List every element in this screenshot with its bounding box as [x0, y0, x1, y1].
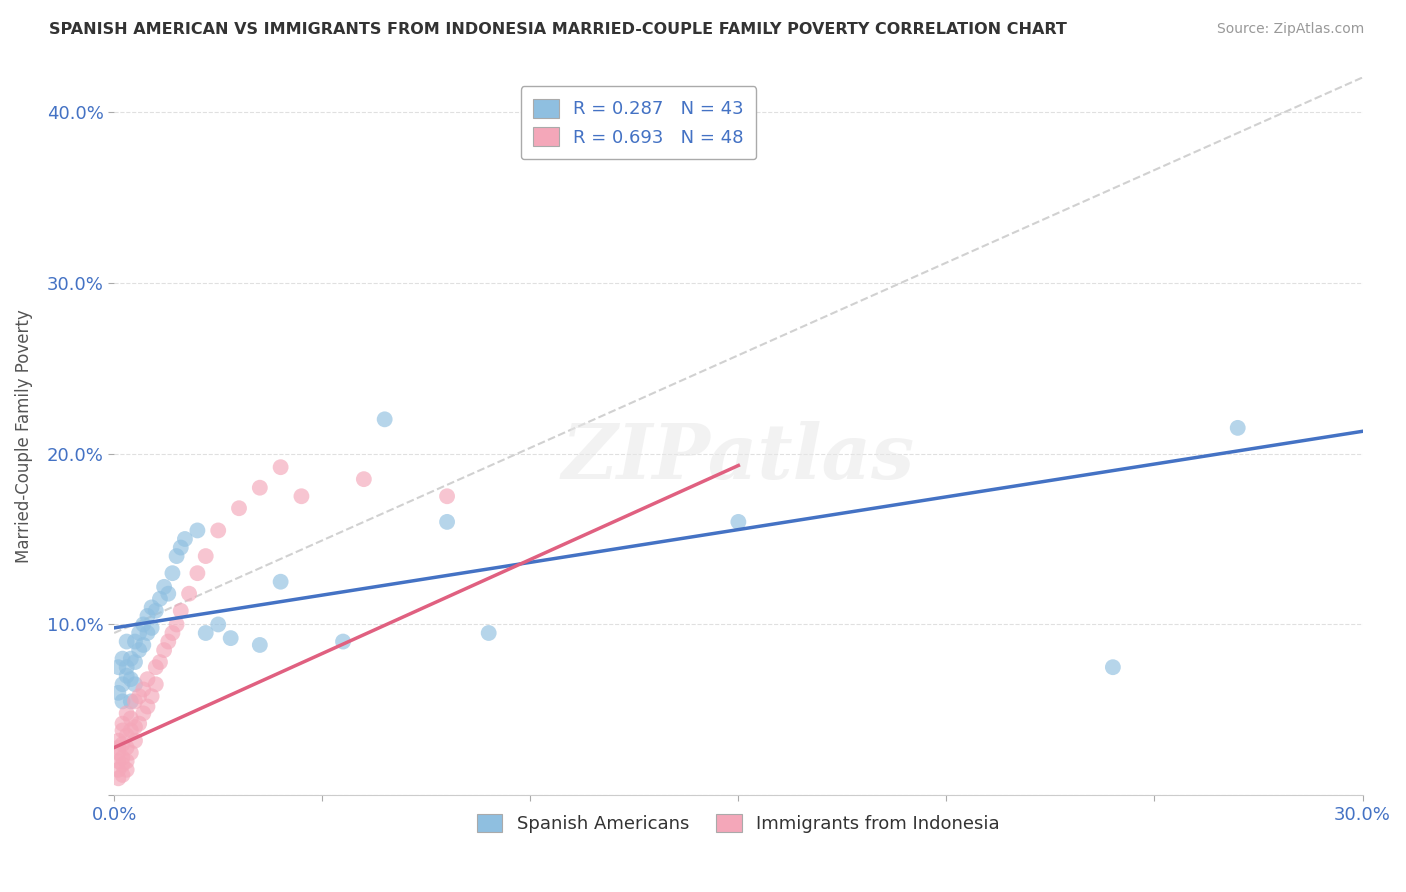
Point [353, 472, 375, 486]
Point [219, 631, 242, 645]
Point [107, 733, 129, 747]
Point [170, 604, 193, 618]
Point [124, 733, 146, 747]
Point [124, 720, 146, 734]
Point [107, 660, 129, 674]
Point [136, 626, 159, 640]
Point [136, 608, 159, 623]
Y-axis label: Married-Couple Family Poverty: Married-Couple Family Poverty [15, 310, 32, 563]
Point [107, 740, 129, 755]
Point [107, 763, 129, 777]
Point [120, 694, 142, 708]
Point [228, 501, 250, 516]
Point [124, 694, 146, 708]
Point [332, 634, 354, 648]
Point [120, 711, 142, 725]
Point [111, 737, 134, 751]
Point [115, 763, 138, 777]
Point [153, 580, 176, 594]
Point [115, 660, 138, 674]
Point [1226, 421, 1249, 435]
Point [207, 617, 229, 632]
Point [115, 706, 138, 721]
Point [186, 566, 208, 581]
Point [107, 754, 129, 768]
Point [141, 621, 163, 635]
Point [111, 716, 134, 731]
Point [107, 686, 129, 700]
Point [145, 677, 167, 691]
Point [177, 587, 200, 601]
Point [128, 690, 150, 704]
Point [157, 634, 180, 648]
Point [270, 460, 292, 475]
Point [436, 489, 458, 503]
Point [1102, 660, 1125, 674]
Point [132, 638, 155, 652]
Text: ZIPatlas: ZIPatlas [562, 421, 915, 495]
Point [111, 694, 134, 708]
Point [270, 574, 292, 589]
Point [115, 634, 138, 648]
Point [162, 626, 184, 640]
Point [186, 524, 208, 538]
Point [170, 541, 193, 555]
Point [115, 740, 138, 755]
Point [120, 672, 142, 686]
Point [478, 626, 501, 640]
Point [120, 723, 142, 738]
Point [149, 591, 172, 606]
Point [111, 677, 134, 691]
Point [132, 682, 155, 697]
Point [111, 723, 134, 738]
Point [115, 729, 138, 743]
Point [290, 489, 312, 503]
Point [436, 515, 458, 529]
Point [727, 515, 749, 529]
Point [120, 746, 142, 760]
Point [149, 655, 172, 669]
Point [128, 716, 150, 731]
Point [111, 757, 134, 772]
Point [174, 532, 197, 546]
Point [153, 643, 176, 657]
Point [207, 524, 229, 538]
Point [145, 604, 167, 618]
Point [111, 768, 134, 782]
Point [249, 638, 271, 652]
Point [107, 772, 129, 786]
Point [141, 600, 163, 615]
Point [115, 754, 138, 768]
Point [157, 587, 180, 601]
Point [132, 617, 155, 632]
Point [111, 751, 134, 765]
Point [132, 706, 155, 721]
Point [145, 660, 167, 674]
Point [124, 655, 146, 669]
Text: Source: ZipAtlas.com: Source: ZipAtlas.com [1216, 22, 1364, 37]
Point [141, 690, 163, 704]
Legend: Spanish Americans, Immigrants from Indonesia: Spanish Americans, Immigrants from Indon… [467, 803, 1011, 844]
Point [128, 643, 150, 657]
Point [107, 746, 129, 760]
Point [111, 651, 134, 665]
Point [166, 549, 188, 563]
Point [194, 549, 217, 563]
Point [249, 481, 271, 495]
Text: SPANISH AMERICAN VS IMMIGRANTS FROM INDONESIA MARRIED-COUPLE FAMILY POVERTY CORR: SPANISH AMERICAN VS IMMIGRANTS FROM INDO… [49, 22, 1067, 37]
Point [136, 699, 159, 714]
Point [124, 677, 146, 691]
Point [194, 626, 217, 640]
Point [136, 672, 159, 686]
Point [166, 617, 188, 632]
Point [115, 669, 138, 683]
Point [120, 651, 142, 665]
Point [374, 412, 396, 426]
Point [162, 566, 184, 581]
Point [128, 626, 150, 640]
Point [124, 634, 146, 648]
